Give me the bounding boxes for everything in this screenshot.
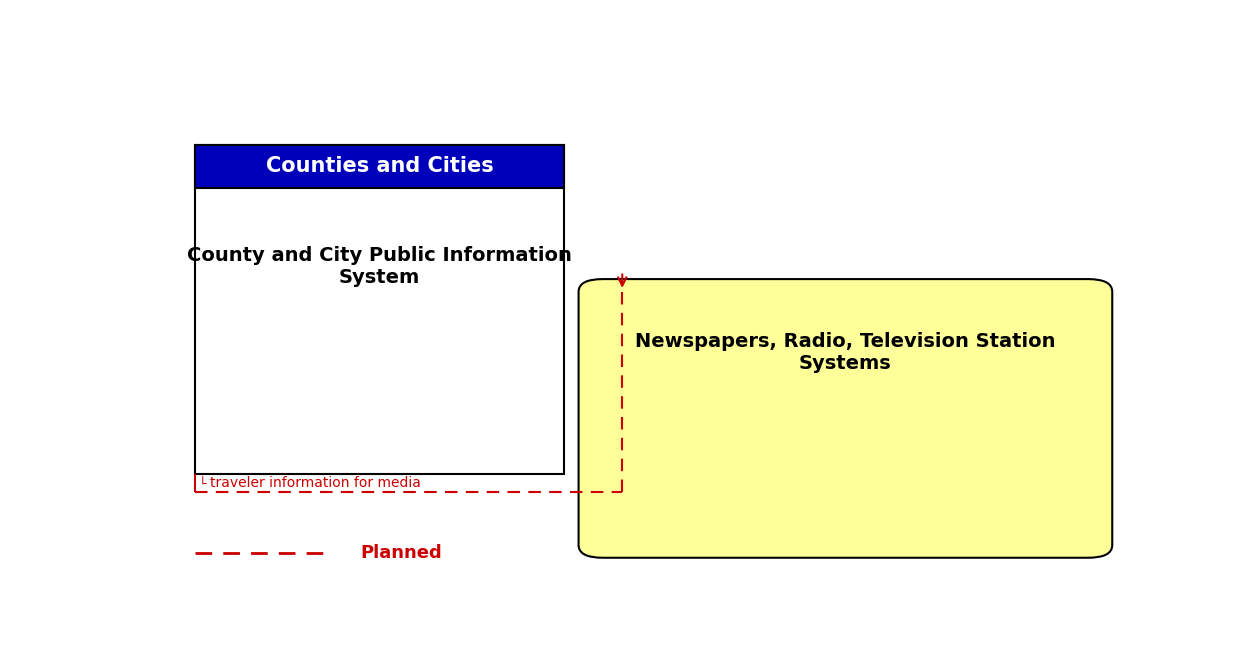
Text: Newspapers, Radio, Television Station
Systems: Newspapers, Radio, Television Station Sy… [635,332,1055,373]
Text: County and City Public Information
System: County and City Public Information Syste… [188,246,572,287]
Text: Planned: Planned [361,544,442,562]
Text: traveler information for media: traveler information for media [210,476,421,490]
FancyBboxPatch shape [195,145,563,188]
Text: └: └ [198,478,205,491]
Text: Counties and Cities: Counties and Cities [265,156,493,176]
FancyBboxPatch shape [578,279,1112,558]
FancyBboxPatch shape [195,145,563,474]
